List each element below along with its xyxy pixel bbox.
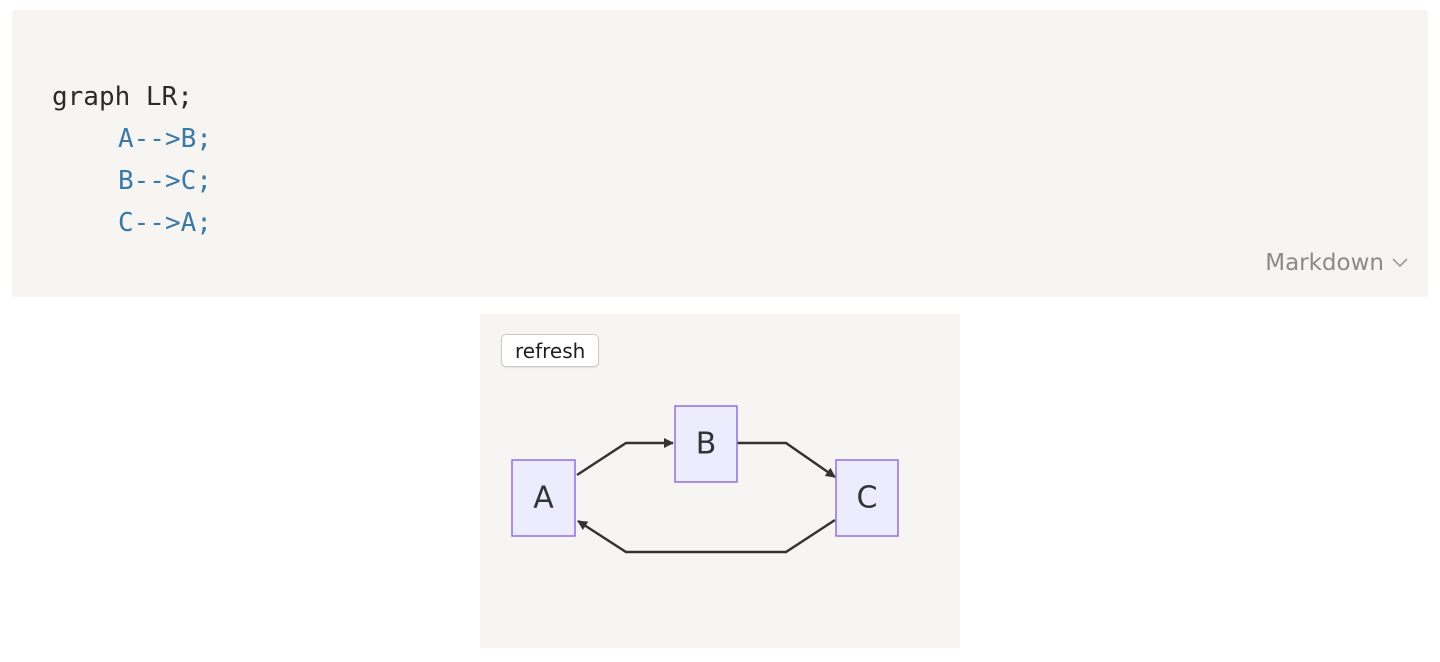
node-c-label: C xyxy=(857,481,878,516)
edge-b-to-c xyxy=(737,441,836,479)
language-selector[interactable]: Markdown xyxy=(1265,250,1408,276)
code-editor[interactable]: graph LR; A-->B; B-->C; C-->A; xyxy=(52,76,212,244)
diagram-preview: refresh A B C xyxy=(480,314,960,648)
node-c: C xyxy=(835,459,899,537)
language-label: Markdown xyxy=(1265,250,1384,276)
code-line-graph: graph LR; xyxy=(52,82,193,112)
node-b: B xyxy=(674,405,738,483)
code-block[interactable]: graph LR; A-->B; B-->C; C-->A; Markdown xyxy=(12,10,1428,296)
code-line-a-to-b: A-->B; xyxy=(118,124,212,154)
refresh-button[interactable]: refresh xyxy=(501,334,600,367)
edge-c-to-a xyxy=(577,518,836,554)
node-b-label: B xyxy=(696,427,717,462)
code-line-c-to-a: C-->A; xyxy=(118,208,212,238)
node-a: A xyxy=(511,459,576,537)
flowchart: A B C xyxy=(511,405,899,554)
node-a-label: A xyxy=(533,481,554,516)
edge-a-to-b xyxy=(576,438,674,477)
code-line-b-to-c: B-->C; xyxy=(118,166,212,196)
chevron-down-icon xyxy=(1392,258,1408,268)
